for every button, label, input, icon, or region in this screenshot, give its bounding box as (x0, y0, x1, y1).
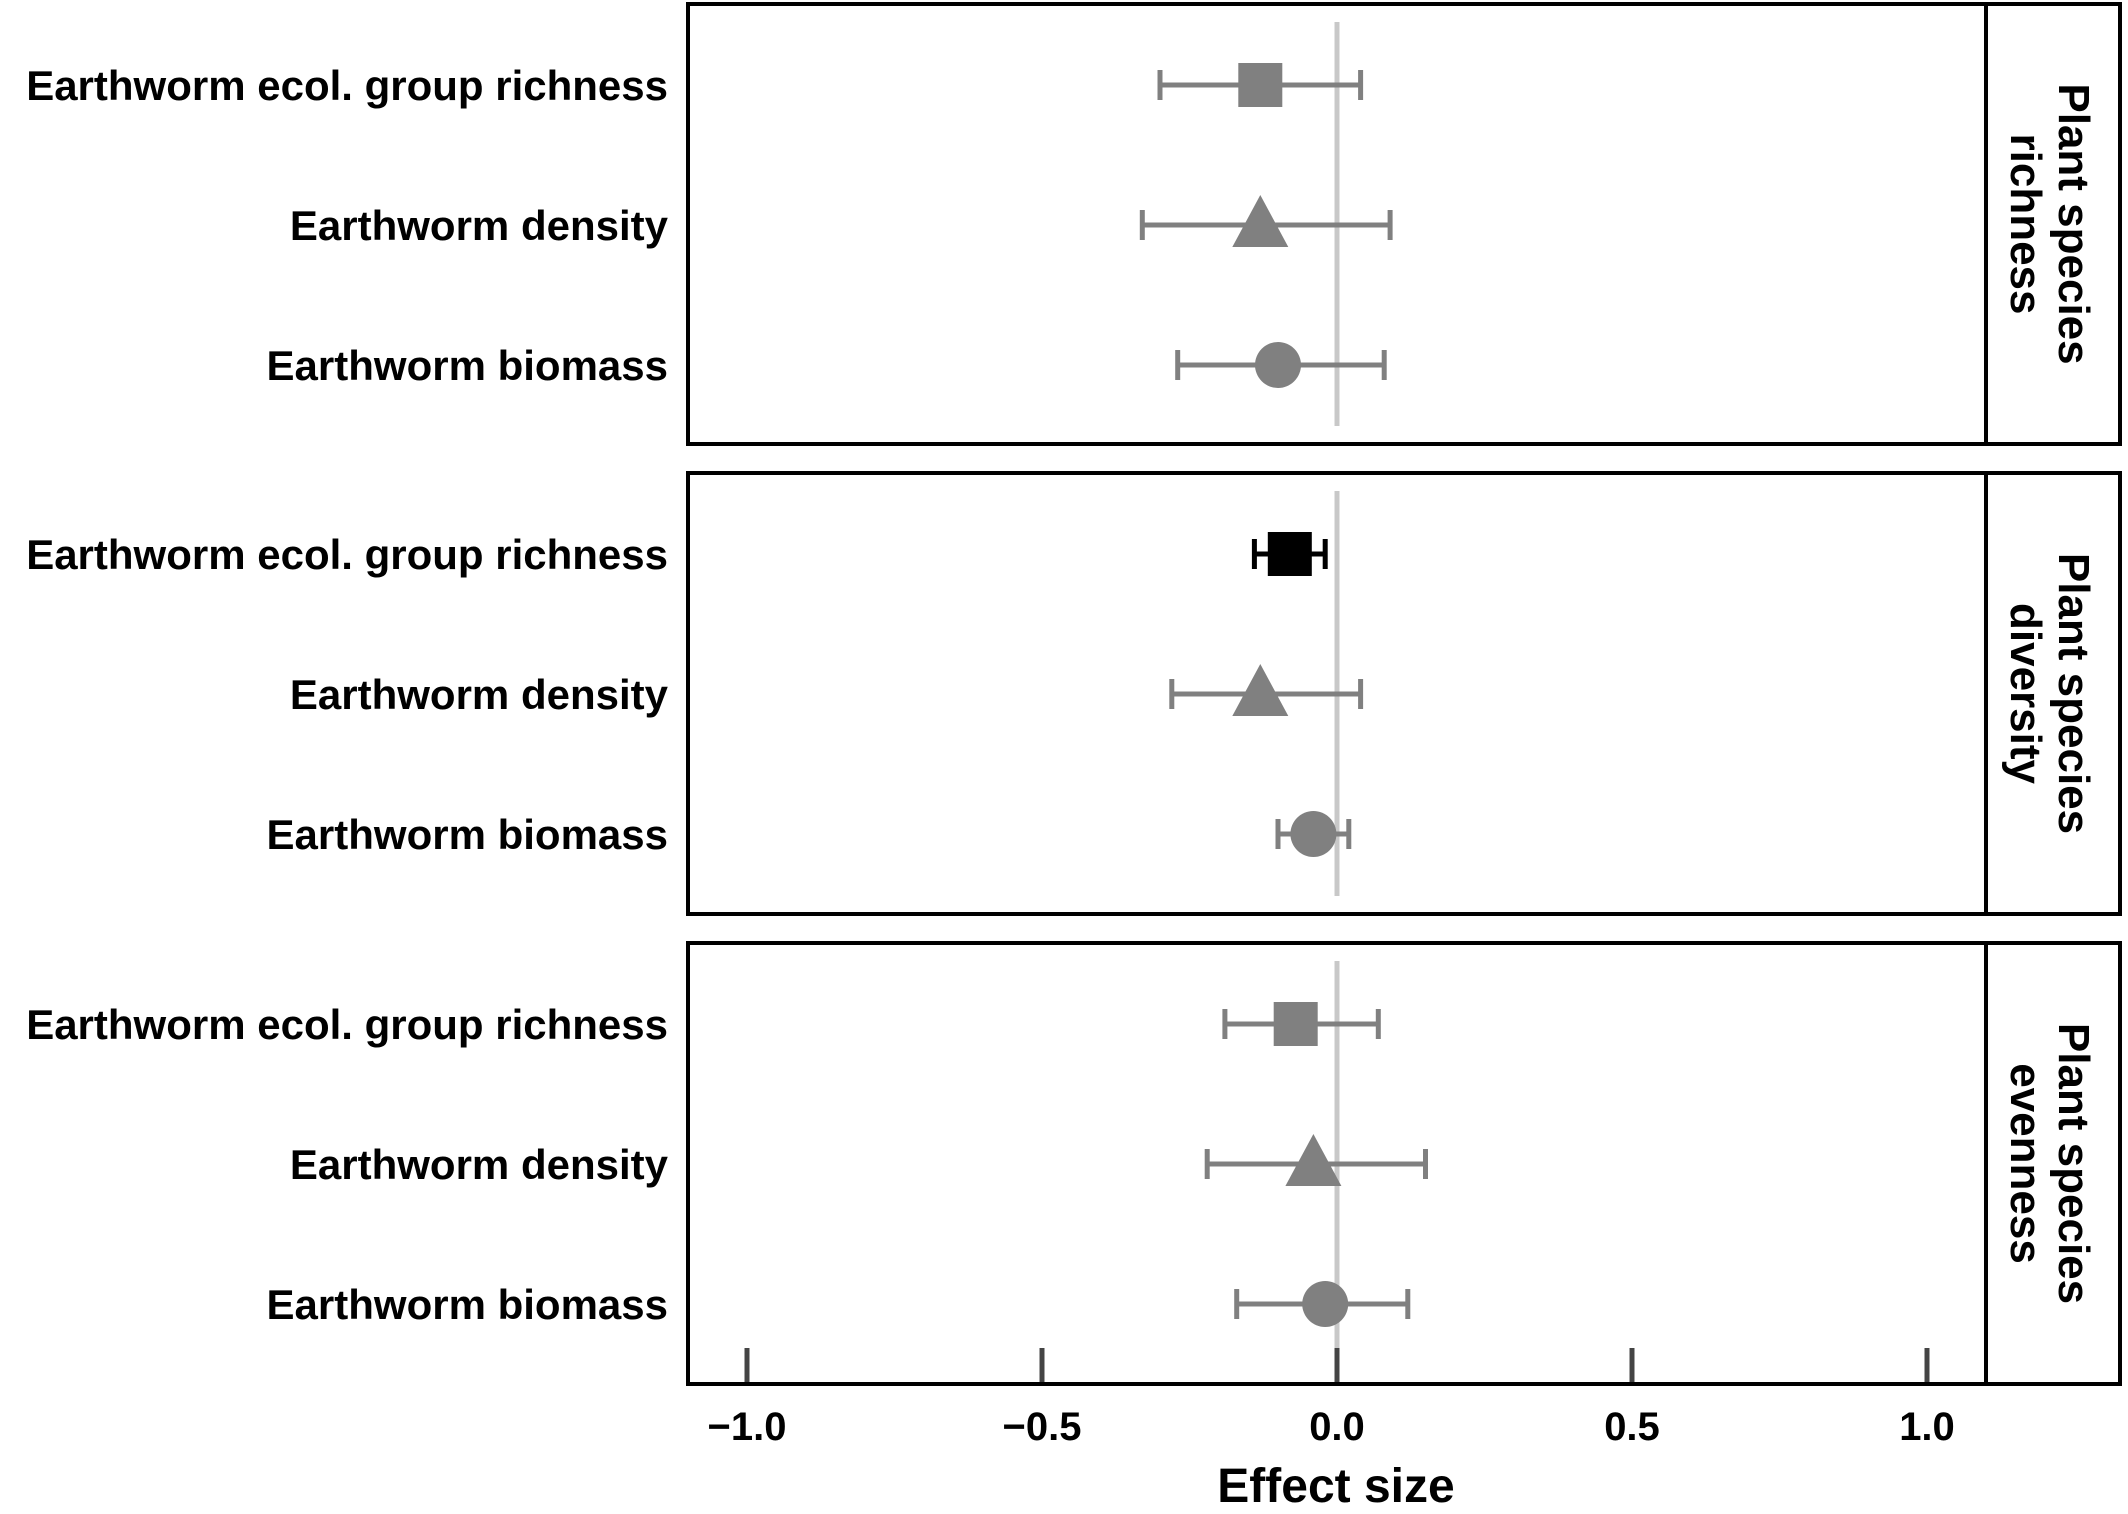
strip-label-line: diversity (2001, 603, 2050, 785)
strip-label-line: Plant species (2049, 1023, 2098, 1304)
x-axis-title: Effect size (1217, 1460, 1454, 1513)
point-triangle (1232, 664, 1289, 716)
point-circle (1290, 811, 1337, 857)
point-triangle (1285, 1134, 1342, 1186)
estimate-row: Earthworm biomass (267, 1281, 1411, 1328)
strip-label-line: richness (2001, 134, 2050, 315)
row-label: Earthworm biomass (267, 1281, 668, 1328)
point-square (1238, 63, 1283, 107)
strip-label: Plant speciesrichness (2001, 83, 2098, 364)
x-tick-label: 0.5 (1604, 1405, 1660, 1449)
row-label: Earthworm biomass (267, 811, 668, 858)
x-tick-label: −1.0 (708, 1405, 787, 1449)
panels-layer: Earthworm ecol. group richness Earthworm … (26, 2, 2122, 1386)
point-square (1273, 1002, 1318, 1046)
strip-label: Plant speciesdiversity (2001, 553, 2098, 834)
strip (1984, 2, 2122, 446)
row-label: Earthworm density (290, 1141, 669, 1188)
estimate-row: Earthworm ecol. group richness (26, 531, 1328, 578)
row-label: Earthworm ecol. group richness (26, 531, 668, 578)
point-circle (1302, 1281, 1349, 1327)
strip (1984, 471, 2122, 916)
row-label: Earthworm ecol. group richness (26, 1001, 668, 1048)
row-label: Earthworm density (290, 202, 669, 249)
row-label: Earthworm ecol. group richness (26, 62, 668, 109)
x-tick-label: 1.0 (1899, 1405, 1955, 1449)
strip-label-line: evenness (2001, 1063, 2050, 1264)
row-label: Earthworm biomass (267, 342, 668, 389)
estimate-row: Earthworm biomass (267, 811, 1352, 858)
panel: Earthworm ecol. group richness Earthworm … (26, 2, 2122, 446)
strip (1984, 941, 2122, 1386)
estimate-row: Earthworm density (290, 664, 1364, 718)
strip-label-line: Plant species (2049, 553, 2098, 834)
estimate-row: Earthworm ecol. group richness (26, 62, 1364, 109)
estimate-row: Earthworm density (290, 1134, 1428, 1188)
row-label: Earthworm density (290, 671, 669, 718)
strip-label: Plant speciesevenness (2001, 1023, 2098, 1304)
x-axis: −1.0 −0.5 0.0 0.5 1.0 (708, 1405, 1955, 1449)
x-tick-label: 0.0 (1309, 1405, 1365, 1449)
estimate-row: Earthworm biomass (267, 342, 1387, 389)
estimate-row: Earthworm ecol. group richness (26, 1001, 1381, 1048)
panel: Earthworm ecol. group richness Earthworm … (26, 471, 2122, 916)
point-circle (1255, 342, 1301, 388)
estimate-row: Earthworm density (290, 195, 1393, 249)
strip-label-line: Plant species (2049, 83, 2098, 364)
x-tick-label: −0.5 (1003, 1405, 1082, 1449)
panel: Earthworm ecol. group richness Earthworm … (26, 941, 2122, 1386)
point-square (1267, 532, 1312, 576)
point-triangle (1232, 195, 1289, 247)
